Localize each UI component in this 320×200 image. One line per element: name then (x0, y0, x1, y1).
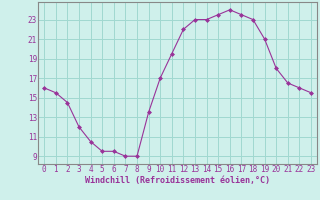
X-axis label: Windchill (Refroidissement éolien,°C): Windchill (Refroidissement éolien,°C) (85, 176, 270, 185)
